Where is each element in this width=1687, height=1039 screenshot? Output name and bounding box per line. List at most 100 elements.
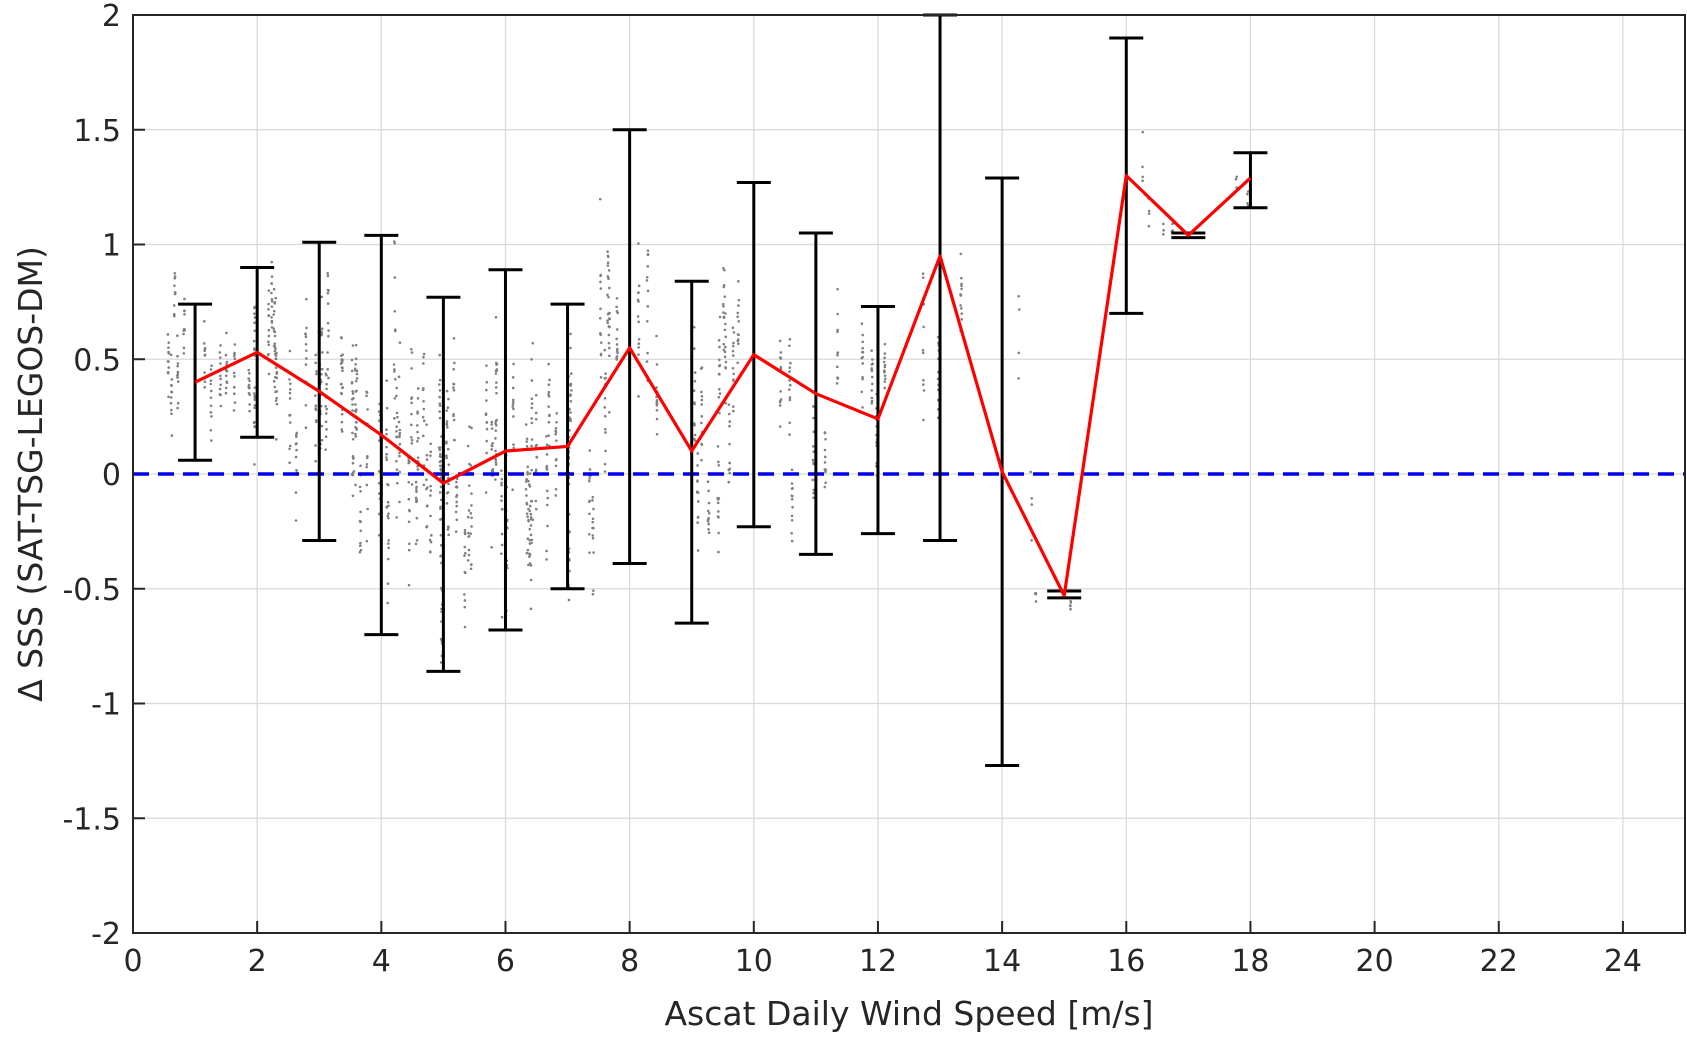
scatter-point xyxy=(439,452,442,456)
scatter-point xyxy=(724,366,728,370)
scatter-point xyxy=(219,377,222,381)
scatter-point xyxy=(438,410,441,413)
scatter-point xyxy=(494,386,498,389)
scatter-point xyxy=(525,444,529,448)
scatter-point xyxy=(275,390,279,393)
scatter-point xyxy=(176,401,180,405)
scatter-point xyxy=(352,456,355,460)
scatter-point xyxy=(209,396,213,400)
scatter-point xyxy=(253,463,256,466)
scatter-point xyxy=(385,432,388,436)
scatter-point xyxy=(534,418,538,421)
scatter-point xyxy=(425,453,429,457)
scatter-point xyxy=(395,386,399,390)
scatter-point xyxy=(1030,503,1034,506)
scatter-point xyxy=(410,483,414,486)
scatter-point xyxy=(392,363,396,366)
scatter-point xyxy=(392,240,396,243)
scatter-point xyxy=(393,417,396,420)
scatter-point xyxy=(655,417,659,421)
scatter-point xyxy=(410,367,413,370)
x-tick-label: 0 xyxy=(123,944,142,979)
scatter-point xyxy=(182,332,185,336)
scatter-point xyxy=(339,336,343,339)
scatter-point xyxy=(326,302,330,305)
scatter-point xyxy=(861,350,865,354)
x-tick-label: 18 xyxy=(1231,944,1269,979)
scatter-point xyxy=(870,349,873,352)
scatter-point xyxy=(468,425,471,429)
scatter-point xyxy=(599,280,602,284)
scatter-point xyxy=(592,589,595,592)
scatter-point xyxy=(718,392,722,395)
scatter-point xyxy=(861,355,864,359)
scatter-point xyxy=(324,420,328,424)
scatter-point xyxy=(615,305,618,309)
scatter-point xyxy=(883,380,887,383)
scatter-point xyxy=(393,276,397,279)
scatter-point xyxy=(603,396,607,400)
scatter-point xyxy=(1017,351,1021,355)
scatter-point xyxy=(530,379,534,382)
scatter-point xyxy=(527,507,530,511)
scatter-point xyxy=(219,383,222,387)
scatter-point xyxy=(824,481,827,485)
scatter-point xyxy=(452,382,456,386)
scatter-point xyxy=(491,441,494,445)
scatter-point xyxy=(500,552,503,555)
scatter-point xyxy=(351,494,355,498)
scatter-point xyxy=(716,445,720,448)
scatter-point xyxy=(960,282,963,286)
scatter-point xyxy=(232,386,236,389)
scatter-point xyxy=(273,334,277,338)
scatter-point xyxy=(860,390,864,394)
scatter-point xyxy=(921,276,925,279)
scatter-point xyxy=(1235,175,1239,179)
scatter-point xyxy=(273,345,277,349)
scatter-point xyxy=(529,578,533,582)
scatter-point xyxy=(288,397,292,400)
scatter-point xyxy=(788,398,792,402)
scatter-point xyxy=(485,380,489,384)
scatter-point xyxy=(385,456,388,459)
scatter-point xyxy=(416,468,420,471)
scatter-point xyxy=(524,423,528,426)
scatter-point xyxy=(836,312,839,316)
scatter-point xyxy=(779,351,783,354)
scatter-point xyxy=(737,280,740,283)
scatter-point xyxy=(428,538,432,542)
scatter-point xyxy=(470,563,473,566)
scatter-point xyxy=(183,313,186,316)
scatter-point xyxy=(696,452,700,455)
scatter-point xyxy=(545,468,549,471)
scatter-point xyxy=(429,494,432,497)
scatter-point xyxy=(717,510,720,513)
scatter-point xyxy=(247,391,251,395)
scatter-point xyxy=(528,553,532,556)
scatter-point xyxy=(272,380,276,383)
scatter-point xyxy=(717,550,720,554)
scatter-point xyxy=(326,351,329,354)
x-tick-label: 16 xyxy=(1107,944,1145,979)
scatter-point xyxy=(836,328,839,332)
scatter-point xyxy=(861,346,864,350)
scatter-point xyxy=(327,376,330,380)
scatter-point xyxy=(861,333,865,337)
scatter-point xyxy=(1030,496,1034,500)
scatter-point xyxy=(637,353,640,356)
scatter-point xyxy=(728,442,731,446)
scatter-point xyxy=(209,411,213,414)
scatter-point xyxy=(270,291,273,295)
scatter-point xyxy=(696,515,700,519)
scatter-point xyxy=(811,445,815,448)
scatter-point xyxy=(788,421,791,425)
scatter-point xyxy=(732,405,735,408)
scatter-point xyxy=(209,379,213,382)
scatter-point xyxy=(365,539,369,543)
scatter-point xyxy=(706,509,710,513)
scatter-point xyxy=(209,368,213,371)
scatter-point xyxy=(700,415,704,418)
scatter-point xyxy=(439,661,443,664)
scatter-point xyxy=(172,304,176,307)
scatter-point xyxy=(616,351,619,355)
